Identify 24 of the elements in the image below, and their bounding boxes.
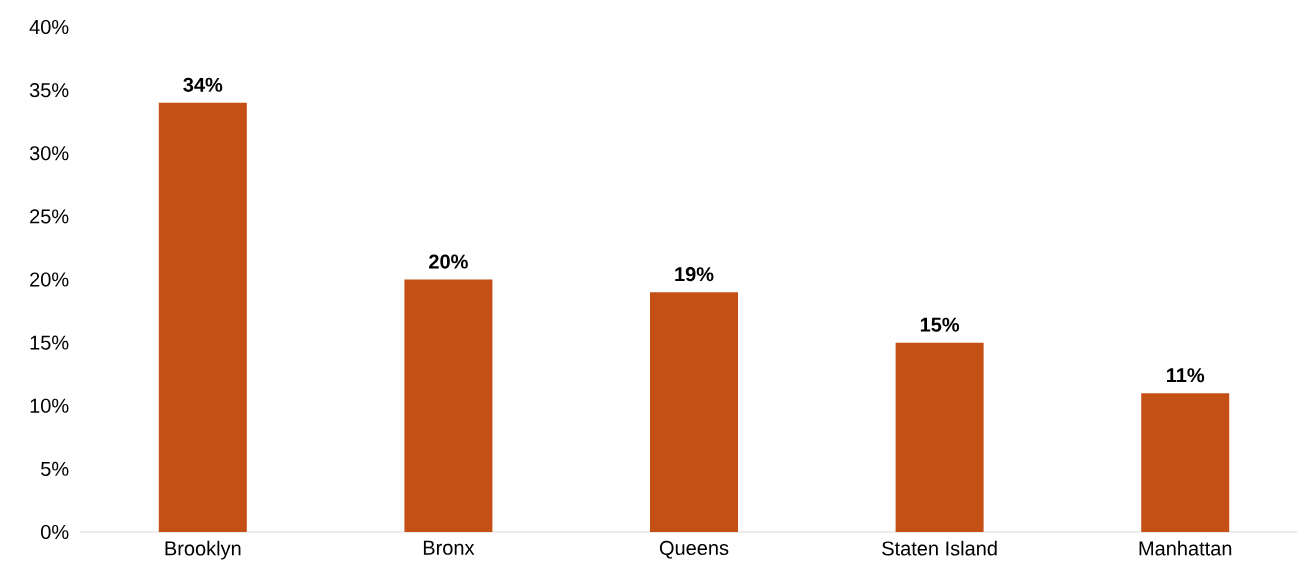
bar [650,292,739,532]
y-tick-label: 25% [30,209,69,224]
data-label: 19% [675,267,714,282]
y-tick-label: 30% [29,146,69,161]
x-tick-label: Manhattan [1139,540,1232,556]
y-tick-label: 10% [30,398,69,413]
x-tick-label: Brooklyn [165,540,241,560]
y-tick-label: 35% [29,83,69,98]
bar [1141,393,1230,532]
bar [895,342,984,532]
y-tick-label: 5% [41,461,69,476]
x-tick-label: Bronx [423,540,475,555]
data-label: 11% [1167,368,1205,383]
data-label: 15% [920,317,960,332]
x-tick-label: Queens [659,540,729,559]
y-tick-label: 20% [30,272,69,287]
data-label: 34% [183,77,223,92]
y-tick-label: 0% [41,524,69,540]
y-tick-label: 15% [30,335,69,350]
data-label: 20% [429,254,468,269]
y-tick-label: 40% [29,19,69,35]
bar [404,279,493,532]
bar [158,102,247,532]
x-tick-label: Staten Island [882,540,997,556]
